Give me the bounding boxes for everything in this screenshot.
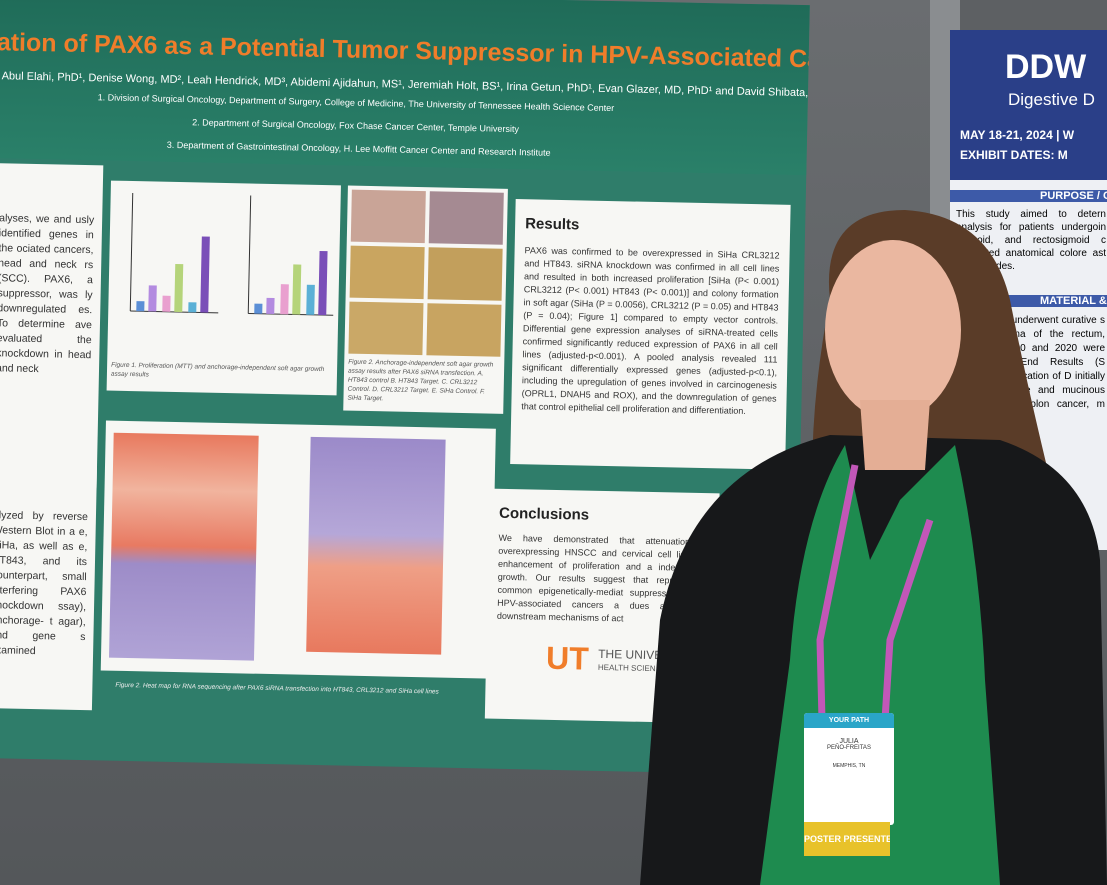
badge-name: JULIA xyxy=(839,738,859,745)
lanyard xyxy=(816,464,934,721)
figure-1: Figure 1. Proliferation (MTT) and anchor… xyxy=(106,180,341,396)
bar-plots xyxy=(129,193,334,316)
badge-ribbon: POSTER PRESENTER xyxy=(804,822,890,856)
badge: YOUR PATH JULIA PEÑO-FREITAS MEMPHIS, TN xyxy=(804,713,894,825)
badge-surname: PEÑO-FREITAS xyxy=(827,745,871,751)
brand: DDW xyxy=(1005,48,1087,86)
subtitle: Digestive D xyxy=(1008,90,1095,109)
face xyxy=(825,240,961,420)
exhibit: EXHIBIT DATES: M xyxy=(960,148,1068,162)
badge-header: YOUR PATH xyxy=(804,713,894,728)
section-heading: PURPOSE / C xyxy=(950,190,1107,202)
dates: MAY 18-21, 2024 | W xyxy=(960,128,1075,142)
poster: ation of PAX6 as a Potential Tumor Suppr… xyxy=(0,0,810,776)
neck xyxy=(860,400,930,470)
badge-city: MEMPHIS, TN xyxy=(832,763,866,769)
